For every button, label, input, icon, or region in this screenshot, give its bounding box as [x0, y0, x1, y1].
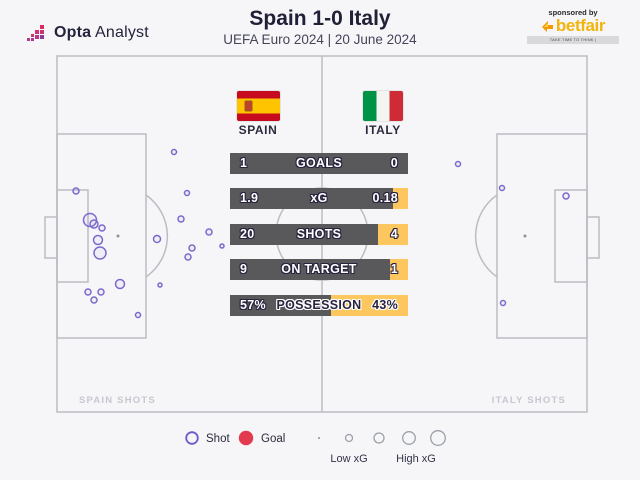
italy-flag: [363, 91, 403, 121]
shot-marker: [72, 187, 80, 195]
betfair-logo: betfair: [527, 16, 619, 36]
high-xg-label: High xG: [396, 453, 436, 465]
opta-analyst-logo: Opta Analyst: [26, 23, 149, 43]
goal-legend-label: Goal: [261, 433, 285, 445]
opta-brand-regular: Analyst: [95, 24, 149, 41]
shot-marker: [114, 278, 126, 290]
stat-label: SHOTS: [296, 227, 342, 241]
away-share-bar: [392, 188, 408, 209]
away-value: 1: [390, 262, 398, 276]
right-penalty-arc: [474, 194, 498, 278]
home-value: 1: [240, 156, 248, 170]
shot-marker: [219, 243, 225, 249]
home-value: 9: [240, 262, 248, 276]
stat-label: xG: [310, 191, 328, 205]
shot-marker: [562, 192, 570, 200]
shot-marker: [183, 189, 191, 197]
spain-flag-emblem: [245, 101, 252, 111]
away-team-name: ITALY: [365, 123, 401, 137]
gambling-disclaimer: TAKE TIME TO THINK | BEGAMBLEAWARE.ORG: [527, 36, 619, 44]
xg-scale-circle-small: [344, 433, 354, 443]
italy-shots-label: ITALY SHOTS: [492, 395, 566, 406]
shot-marker: [188, 244, 196, 252]
stat-row-shots: 20 SHOTS 4: [230, 224, 408, 245]
home-value: 20: [240, 227, 255, 241]
left-penalty-arc: [145, 194, 169, 278]
shot-marker: [98, 224, 106, 232]
low-xg-label: Low xG: [330, 453, 367, 465]
shot-marker: [89, 219, 99, 229]
away-share-bar: [331, 295, 408, 316]
home-value: 1.9: [240, 191, 259, 205]
home-value: 57%: [240, 298, 266, 312]
left-goal: [44, 216, 58, 259]
shot-legend-label: Shot: [206, 433, 230, 445]
stat-label: ON TARGET: [281, 262, 357, 276]
shot-marker: [454, 160, 462, 168]
shot-marker: [499, 299, 507, 307]
shot-marker: [97, 288, 105, 296]
away-value: 0.18: [372, 191, 398, 205]
shot-marker: [92, 234, 104, 246]
right-goal: [586, 216, 600, 259]
shot-marker: [498, 184, 506, 192]
betfair-wordmark: betfair: [555, 16, 606, 35]
shot-marker: [205, 228, 213, 236]
left-six-yard-box: [56, 189, 89, 283]
right-penalty-area: [496, 133, 588, 339]
shot-marker: [90, 296, 98, 304]
shot-marker: [177, 215, 185, 223]
left-penalty-area: [56, 133, 147, 339]
shot-marker: [152, 234, 162, 244]
stat-row-xg: 1.9 xG 0.18: [230, 188, 408, 209]
xg-scale-dot: [317, 436, 321, 440]
legend: Shot Goal Low xG High xG: [185, 430, 446, 465]
xg-scale-circle-largest: [430, 430, 446, 446]
stat-row-goals: 1 GOALS 0: [230, 153, 408, 174]
right-six-yard-box: [554, 189, 588, 283]
stat-label: POSSESSION: [276, 298, 362, 312]
sponsored-by-label: sponsored by: [548, 8, 598, 17]
away-share-bar: [390, 259, 408, 280]
shot-marker: [170, 148, 178, 156]
opta-brand-text: Opta Analyst: [54, 24, 149, 42]
opta-logo-icon: [27, 25, 44, 41]
shot-marker: [84, 288, 92, 296]
right-penalty-spot: [523, 234, 527, 238]
away-share-bar: [378, 224, 408, 245]
away-value: 4: [390, 227, 398, 241]
xg-size-scale: [317, 430, 446, 446]
stat-row-on-target: 9 ON TARGET 1: [230, 259, 408, 280]
betfair-arrow-icon: [541, 20, 553, 32]
match-subtitle: UEFA Euro 2024 | 20 June 2024: [223, 32, 417, 47]
shot-marker: [93, 246, 107, 260]
shot-marker: [157, 282, 163, 288]
spain-flag: [237, 91, 280, 121]
shot-marker: [184, 253, 192, 261]
stat-row-possession: 57% POSSESSION 43%: [230, 295, 408, 316]
goal-legend-icon: [238, 430, 254, 446]
stat-label: GOALS: [296, 156, 342, 170]
shot-legend-icon: [185, 431, 199, 445]
spain-shots-label: SPAIN SHOTS: [79, 395, 156, 406]
away-value: 43%: [372, 298, 398, 312]
xg-scale-circle-large: [402, 431, 416, 445]
shot-markers-layer: [72, 148, 570, 319]
shot-marker: [134, 311, 142, 319]
left-penalty-spot: [116, 234, 120, 238]
home-team-name: SPAIN: [238, 123, 278, 137]
opta-brand-bold: Opta: [54, 24, 92, 41]
match-title: Spain 1-0 Italy: [249, 7, 391, 30]
away-value: 0: [390, 156, 398, 170]
xg-scale-circle-medium: [373, 432, 385, 444]
